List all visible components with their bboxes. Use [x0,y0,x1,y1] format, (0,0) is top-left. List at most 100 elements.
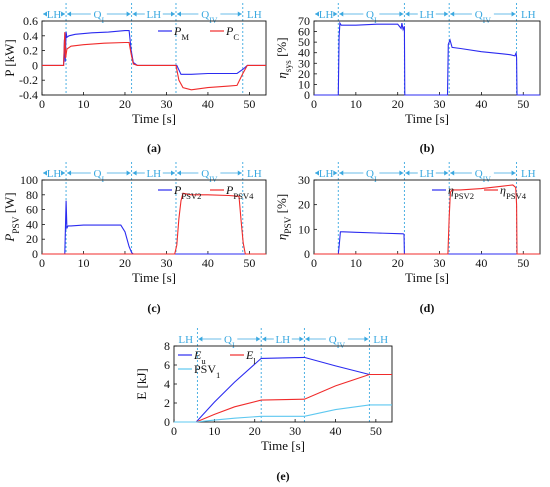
x-tick-label: 10 [77,97,89,111]
phase-arrowhead [67,11,72,17]
panel-caption: (b) [420,141,435,155]
x-tick-label: 0 [39,256,45,270]
plot-frame [313,20,541,96]
phase-arrowhead [67,170,72,176]
phase-arrowhead [176,170,181,176]
y-tick-label: 20 [26,232,38,246]
chart-b: LH QI LH QIV LH0 10 20 30 40 50010203040506070Tim… [274,3,541,155]
phase-arrowhead [511,11,516,17]
x-tick-label: 10 [350,97,362,111]
phase-label: LH [275,334,290,346]
phase-arrowhead [399,170,404,176]
x-tick-label: 40 [202,256,214,270]
phase-arrowhead [170,170,175,176]
phase-arrowhead [262,336,267,342]
legend-label: PM [173,24,189,42]
legend-label: PPSV2 [173,183,201,201]
series-line--psv4 [314,184,540,255]
phase-label: QIV [201,168,218,184]
y-tick-label: -0.2 [19,73,38,87]
y-axis-label: PPSV [W] [2,192,22,242]
phase-arrowhead [339,170,344,176]
phase-label: QIV [475,9,492,25]
x-tick-label: 50 [370,424,382,438]
phase-arrowhead [364,336,369,342]
x-tick-label: 20 [119,97,131,111]
y-tick-label: 0 [304,247,310,261]
phase-label: LH [146,168,161,180]
phase-label: QI [366,168,377,184]
y-tick-label: 0.2 [23,44,38,58]
phase-label: LH [247,9,262,21]
x-tick-label: 40 [329,424,341,438]
panel-caption: (d) [420,301,435,315]
phase-label: QI [366,9,377,25]
phase-arrowhead [511,170,516,176]
chart-a: LH QI LH QIV LH0 10 20 30 40 50-0.4-0.200.20.40.6… [2,3,267,155]
series-line-main [314,21,540,96]
series-line-e-l [174,373,392,423]
phase-label: QI [94,9,105,25]
phase-label: QIV [475,168,492,184]
y-tick-label: 10 [298,222,310,236]
y-tick-label: 80 [26,188,38,202]
phase-arrowhead [132,170,137,176]
series-line-psv-1 [174,404,392,423]
phase-label: LH [521,168,536,180]
x-tick-label: 50 [243,256,255,270]
x-tick-label: 30 [434,256,446,270]
phase-arrowhead [126,11,131,17]
phase-label: QIV [329,334,346,350]
phase-arrowhead [299,336,304,342]
y-axis-label: E [kJ] [134,368,149,399]
phase-arrowhead [256,336,261,342]
series-line--psv2 [314,231,540,255]
panel-caption: (e) [276,469,289,483]
phase-arrowhead [450,11,455,17]
phase-arrowhead [170,11,175,17]
phase-label: QIV [201,9,218,25]
y-tick-label: 60 [298,25,310,39]
x-tick-label: 20 [249,424,261,438]
phase-arrowhead [237,170,242,176]
y-tick-label: 30 [298,56,310,70]
phase-arrowhead [176,11,181,17]
phase-arrowhead [333,170,338,176]
phase-label: LH [178,334,193,346]
x-tick-label: 30 [160,97,172,111]
legend-label: El [245,348,256,366]
y-tick-label: 6 [164,358,170,372]
y-tick-label: 50 [298,35,310,49]
phase-arrowhead [315,170,319,176]
phase-arrowhead [237,11,242,17]
panel-caption: (a) [147,141,161,155]
y-tick-label: 20 [298,198,310,212]
y-tick-label: 70 [298,14,310,28]
x-tick-label: 20 [392,256,404,270]
phase-arrowhead [61,170,66,176]
phase-arrowhead [444,170,449,176]
phase-label: LH [319,168,334,180]
phase-arrowhead [339,11,344,17]
legend-label: PSV1 [194,362,220,380]
legend-label: ηPSV4 [500,183,527,201]
x-tick-label: 20 [119,256,131,270]
series-line-p-m [42,30,266,75]
phase-label: LH [247,168,262,180]
x-axis-label: Time [s] [261,438,305,453]
legend-label: PPSV4 [225,183,254,201]
phase-arrowhead [399,11,404,17]
y-axis-label: ηsys [%] [274,37,294,78]
phase-arrowhead [405,11,410,17]
phase-arrowhead [444,11,449,17]
legend-label: Eu [193,348,206,366]
phase-arrowhead [198,336,203,342]
phase-label: LH [419,9,434,21]
x-tick-label: 10 [77,256,89,270]
series-line-e-u [174,356,392,423]
x-tick-label: 10 [208,424,220,438]
y-tick-label: 0 [32,247,38,261]
y-tick-label: 0 [164,415,170,429]
